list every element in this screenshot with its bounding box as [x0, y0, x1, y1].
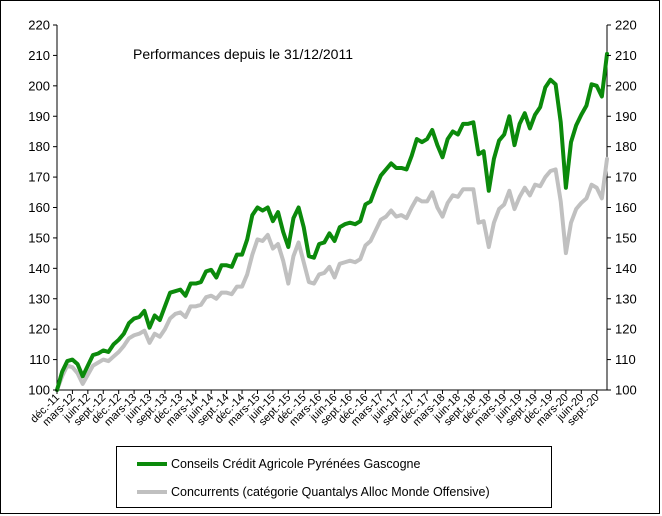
y-tick-label-right: 180 — [615, 139, 637, 154]
y-tick-label-right: 210 — [615, 48, 637, 63]
legend: Conseils Crédit Agricole Pyrénées Gascog… — [116, 446, 552, 508]
y-tick-label-right: 110 — [615, 352, 636, 367]
y-tick-label-left: 180 — [28, 139, 50, 154]
legend-label-series-1: Conseils Crédit Agricole Pyrénées Gascog… — [171, 457, 421, 471]
y-tick-label-left: 200 — [28, 78, 50, 93]
y-tick-label-right: 190 — [615, 109, 637, 124]
legend-swatch-series-2 — [137, 490, 167, 494]
y-tick-label-left: 190 — [28, 109, 50, 124]
y-tick-label-left: 110 — [29, 352, 50, 367]
y-tick-label-right: 160 — [615, 200, 637, 215]
y-tick-label-right: 170 — [615, 170, 637, 185]
legend-item-series-2: Concurrents (catégorie Quantalys Alloc M… — [117, 483, 490, 501]
y-tick-label-left: 170 — [28, 170, 50, 185]
series-line-2 — [55, 156, 609, 392]
y-tick-label-right: 200 — [615, 78, 637, 93]
y-tick-label-right: 120 — [615, 322, 637, 337]
y-tick-label-left: 210 — [28, 48, 50, 63]
y-tick-label-left: 220 — [28, 18, 50, 33]
y-tick-label-right: 130 — [615, 291, 637, 306]
y-tick-label-right: 140 — [615, 261, 637, 276]
y-tick-label-left: 120 — [28, 322, 50, 337]
series-line-1 — [55, 51, 609, 392]
chart-title: Performances depuis le 31/12/2011 — [133, 46, 353, 62]
y-tick-label-left: 150 — [28, 230, 50, 245]
y-tick-label-right: 100 — [615, 383, 637, 398]
y-tick-label-left: 140 — [28, 261, 50, 276]
legend-swatch-series-1 — [137, 462, 167, 466]
y-tick-label-left: 100 — [28, 383, 50, 398]
y-tick-label-left: 130 — [28, 291, 50, 306]
y-tick-label-right: 220 — [615, 18, 637, 33]
y-tick-label-left: 160 — [28, 200, 50, 215]
y-tick-label-right: 150 — [615, 230, 637, 245]
legend-label-series-2: Concurrents (catégorie Quantalys Alloc M… — [171, 485, 490, 499]
legend-item-series-1: Conseils Crédit Agricole Pyrénées Gascog… — [117, 455, 420, 473]
